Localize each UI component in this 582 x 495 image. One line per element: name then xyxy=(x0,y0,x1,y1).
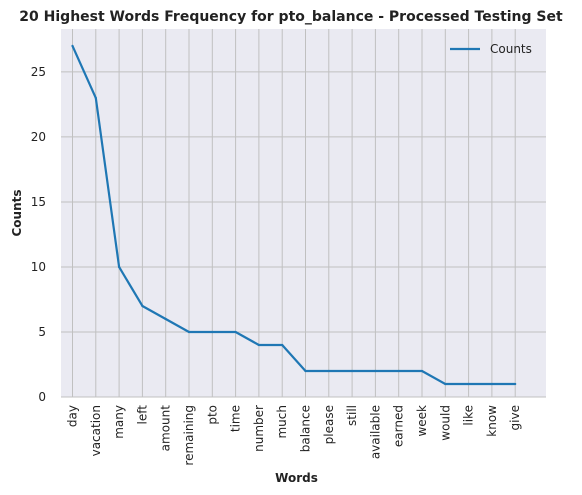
x-axis-label: Words xyxy=(275,471,318,485)
x-tick-label: left xyxy=(135,405,149,425)
x-tick-label: many xyxy=(112,405,126,439)
x-tick-label: time xyxy=(229,405,243,432)
data-point xyxy=(141,304,144,308)
legend-label-counts: Counts xyxy=(490,42,532,56)
x-tick-label: available xyxy=(368,405,382,459)
data-point xyxy=(304,369,307,373)
x-tick-label: balance xyxy=(299,405,313,452)
data-point xyxy=(234,330,237,334)
data-point xyxy=(514,382,517,386)
data-point xyxy=(397,369,400,373)
series-line-counts xyxy=(71,45,516,386)
data-point xyxy=(374,369,377,373)
x-tick-label: earned xyxy=(392,405,406,447)
y-tick-label: 0 xyxy=(38,390,46,404)
y-axis-label: Counts xyxy=(10,189,24,236)
data-point xyxy=(211,330,214,334)
x-tick-label: pto xyxy=(205,405,219,425)
data-point xyxy=(351,369,354,373)
x-tick-label: number xyxy=(252,405,266,452)
data-point xyxy=(467,382,470,386)
legend: Counts xyxy=(450,42,532,56)
data-point xyxy=(187,330,191,334)
data-point xyxy=(257,343,260,347)
x-tick-label: know xyxy=(485,405,499,437)
y-tick-label: 10 xyxy=(31,260,46,274)
x-tick-label: amount xyxy=(159,405,173,452)
y-tick-label: 20 xyxy=(31,130,46,144)
grid-lines xyxy=(61,29,546,398)
axis-ticks: 0 5 10 15 20 25 day vacation many left amount remai… xyxy=(31,65,522,466)
x-tick-label: much xyxy=(275,405,289,439)
x-tick-label: give xyxy=(508,405,522,430)
y-tick-label: 15 xyxy=(31,195,46,209)
chart-title: 20 Highest Words Frequency for pto_balan… xyxy=(19,9,563,25)
y-tick-label: 5 xyxy=(38,325,46,339)
data-point xyxy=(420,369,424,373)
x-tick-label: like xyxy=(462,405,476,426)
x-tick-label: day xyxy=(66,405,80,427)
x-tick-label: vacation xyxy=(89,405,103,456)
data-point xyxy=(164,317,167,321)
data-point xyxy=(281,343,284,347)
x-tick-label: week xyxy=(415,405,429,437)
plot-area xyxy=(61,29,546,397)
data-point xyxy=(94,96,97,100)
data-point xyxy=(490,382,493,386)
data-point xyxy=(444,382,447,386)
x-tick-label: please xyxy=(322,405,336,444)
data-point xyxy=(71,44,74,48)
x-tick-label: still xyxy=(345,405,359,426)
data-point xyxy=(327,369,330,373)
data-point xyxy=(118,265,121,269)
y-tick-label: 25 xyxy=(31,65,46,79)
x-tick-label: remaining xyxy=(182,405,196,466)
x-tick-label: would xyxy=(438,405,452,441)
